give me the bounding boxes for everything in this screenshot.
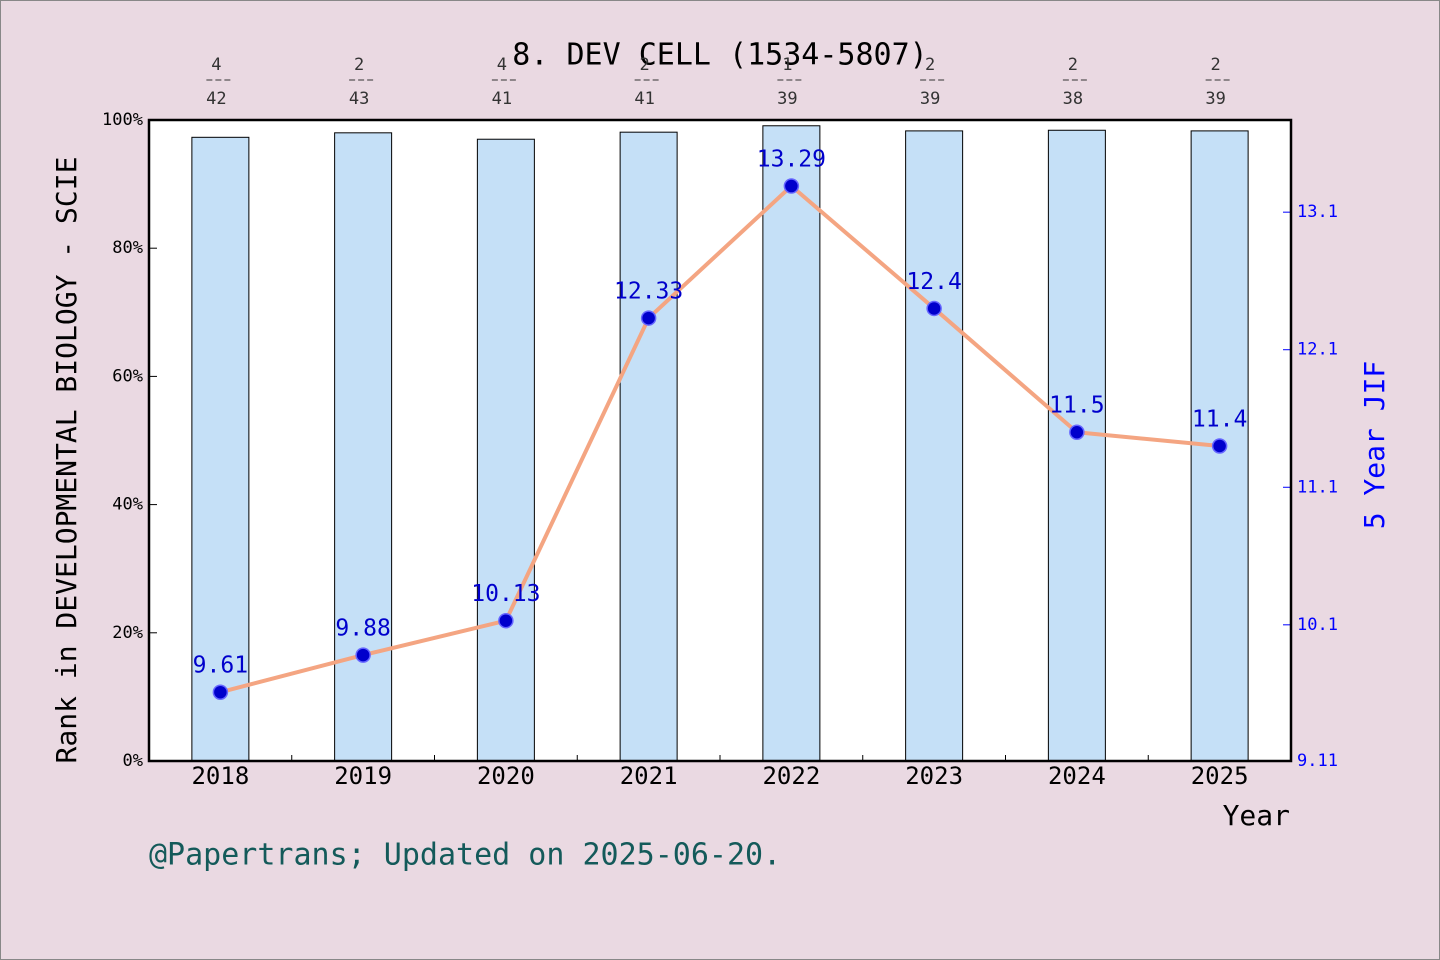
bar [1047,129,1106,762]
y2-axis-label: 5 Year JIF [1358,361,1391,530]
y-tick-label: 60% [112,366,143,386]
y-tick-label: 40% [112,495,143,515]
x-tick-label: 2022 [762,762,820,790]
x-tick-label: 2019 [334,762,392,790]
bar [191,136,250,762]
marker [355,647,371,663]
rank-total: 38 [1063,89,1083,109]
data-label: 11.5 [1049,393,1104,419]
y2-tick-label: 10.1 [1297,615,1338,635]
x-tick-label: 2025 [1191,762,1249,790]
x-tick-label: 2021 [620,762,678,790]
bar [905,130,964,762]
y2-tick-label: 11.1 [1297,477,1338,497]
rank-total: 42 [206,89,226,109]
y2-tick-label: 9.11 [1297,751,1338,771]
x-axis-label: Year [1223,799,1290,832]
rank-numerator: 4 [497,55,507,75]
rank-total: 43 [349,89,369,109]
x-tick-label: 2018 [191,762,249,790]
rank-numerator: 2 [1211,55,1221,75]
marker [640,310,657,326]
marker [783,178,800,194]
rank-numerator: 4 [211,55,221,75]
footer: @Papertrans; Updated on 2025-06-20. [149,838,781,873]
x-tick-label: 2024 [1048,762,1106,790]
rank-numerator: 2 [1068,55,1078,75]
x-tick-label: 2020 [477,762,535,790]
rank-total: 39 [777,89,797,109]
rank-numerator: 2 [354,55,364,75]
marker [1069,424,1085,440]
data-label: 12.33 [614,279,683,305]
y-tick-label: 0% [123,751,143,771]
bar [476,138,535,762]
data-label: 10.13 [471,581,540,607]
y2-tick-label: 13.1 [1297,202,1338,222]
marker [498,612,514,629]
data-label: 9.61 [193,653,248,679]
bar [762,125,821,762]
rank-total: 39 [920,89,940,109]
chart-title: 8. DEV CELL (1534-5807) [512,38,927,73]
marker [1211,438,1228,454]
bar [334,132,393,762]
x-tick-label: 2023 [905,762,963,790]
data-label: 12.4 [906,269,961,295]
y-tick-label: 100% [102,110,143,130]
rank-total: 41 [634,89,654,109]
y-tick-label: 20% [112,623,143,643]
rank-numerator: 1 [782,55,792,75]
data-label: 13.29 [757,147,826,173]
data-label: 9.88 [335,616,390,642]
rank-numerator: 2 [925,55,935,75]
rank-numerator: 2 [640,55,650,75]
data-label: 11.4 [1192,407,1247,433]
marker [212,684,229,700]
rank-total: 41 [492,89,512,109]
y-axis-label: Rank in DEVELOPMENTAL BIOLOGY - SCIE [50,157,83,764]
line [219,184,1220,695]
marker [926,300,942,317]
y-tick-label: 80% [112,238,143,258]
bar [619,131,678,762]
plot-frame [147,118,1293,763]
y2-tick-label: 12.1 [1297,340,1338,360]
rank-total: 39 [1205,89,1225,109]
